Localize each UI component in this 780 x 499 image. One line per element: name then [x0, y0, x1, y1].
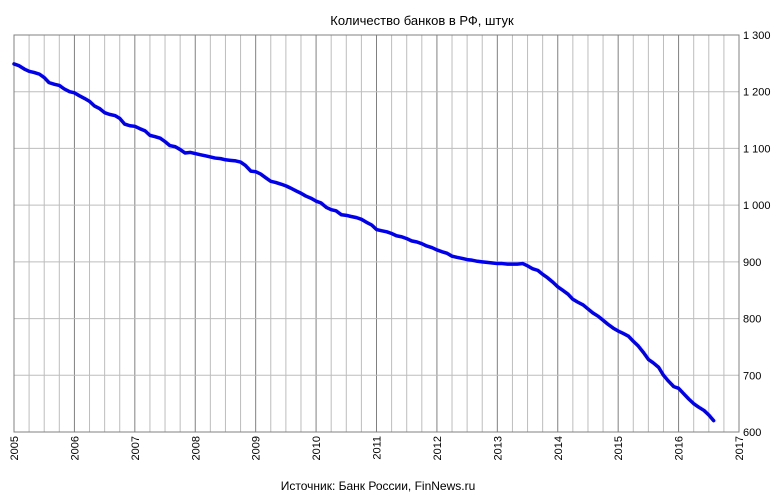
x-tick-label: 2008 — [190, 436, 202, 460]
series-line-bank-count — [12, 62, 716, 423]
horizontal-gridlines — [14, 91, 739, 376]
x-tick-label: 2016 — [674, 436, 686, 460]
x-tick-label: 2012 — [432, 436, 444, 460]
x-tick-label: 2017 — [734, 436, 746, 460]
y-tick-label: 1 100 — [743, 143, 771, 155]
x-tick-label: 2013 — [492, 436, 504, 460]
chart-title: Количество банков в РФ, штук — [330, 13, 514, 28]
x-tick-label: 2006 — [69, 436, 81, 460]
x-tick-label: 2010 — [311, 436, 323, 460]
y-tick-label: 1 300 — [743, 30, 771, 42]
x-axis-tick-labels: 2005 2006 2007 2008 2009 2010 2011 2012 2013 2014… — [9, 436, 746, 460]
x-tick-label: 2011 — [372, 436, 384, 460]
x-tick-label: 2014 — [553, 436, 565, 460]
y-tick-label: 1 200 — [743, 87, 771, 99]
vertical-gridlines — [28, 35, 725, 432]
x-tick-label: 2007 — [130, 436, 142, 460]
x-tick-label: 2009 — [251, 436, 263, 460]
y-tick-label: 700 — [743, 370, 761, 382]
chart-source: Источник: Банк России, FinNews.ru — [281, 479, 476, 493]
y-tick-label: 900 — [743, 257, 761, 269]
plot-border — [13, 34, 740, 433]
y-tick-label: 600 — [743, 427, 761, 439]
x-tick-label: 2015 — [613, 436, 625, 460]
y-axis-tick-labels: 600 700 800 900 1 000 1 100 1 200 1 300 — [743, 30, 771, 439]
y-tick-label: 1 000 — [743, 200, 771, 212]
y-tick-label: 800 — [743, 314, 761, 326]
x-tick-label: 2005 — [9, 436, 21, 460]
